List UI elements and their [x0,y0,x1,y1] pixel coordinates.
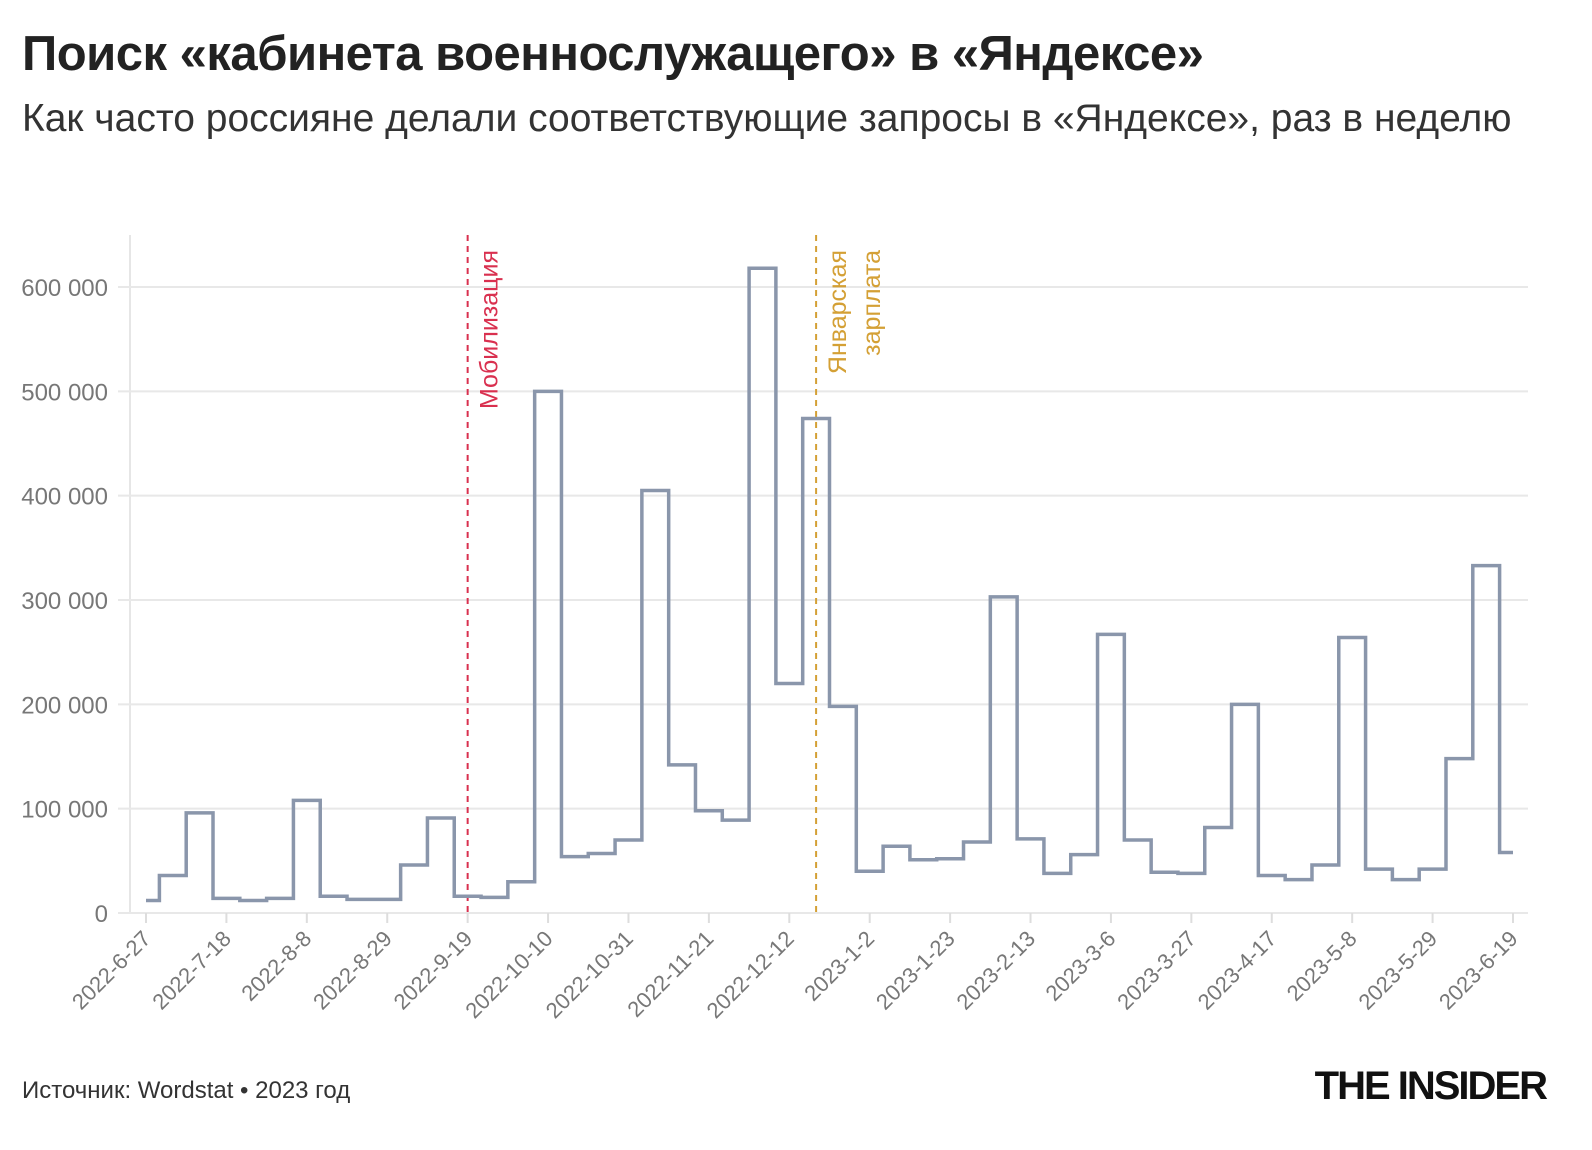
x-tick-label: 2022-8-29 [308,926,397,1015]
brand-logo: THE INSIDER [1314,1064,1548,1108]
x-tick-label: 2023-5-29 [1354,926,1443,1015]
x-tick-label: 2023-4-17 [1193,926,1282,1015]
x-tick-label: 2023-3-6 [1041,926,1121,1006]
y-tick-label: 300 000 [21,588,108,615]
chart-title: Поиск «кабинета военнослужащего» в «Янде… [22,27,1204,81]
x-tick-label: 2023-5-8 [1282,926,1362,1006]
x-tick-label: 2023-2-13 [951,926,1040,1015]
y-tick-label: 500 000 [21,379,108,406]
source-note: Источник: Wordstat • 2023 год [22,1077,351,1104]
x-tick-label: 2023-3-27 [1112,926,1201,1015]
annotation-label: зарплата [858,250,886,356]
annotation-label: Мобилизация [476,250,504,409]
y-tick-label: 100 000 [21,797,108,824]
x-tick-label: 2022-12-12 [702,926,799,1023]
x-tick-label: 2022-10-31 [541,926,638,1023]
x-tick-label: 2023-1-2 [799,926,879,1006]
x-tick-label: 2022-7-18 [147,926,236,1015]
series-line [146,266,1513,903]
y-tick-label: 0 [95,901,108,928]
y-tick-label: 200 000 [21,692,108,719]
x-tick-label: 2023-1-23 [871,926,960,1015]
x-tick-label: 2022-6-27 [67,926,156,1015]
chart-subtitle: Как часто россияне делали соответствующи… [22,97,1512,140]
x-tick-label: 2022-8-8 [236,926,316,1006]
x-tick-label: 2023-6-19 [1434,926,1523,1015]
y-tick-label: 400 000 [21,484,108,511]
annotation-label: Январская [824,250,852,374]
y-tick-label: 600 000 [21,275,108,302]
